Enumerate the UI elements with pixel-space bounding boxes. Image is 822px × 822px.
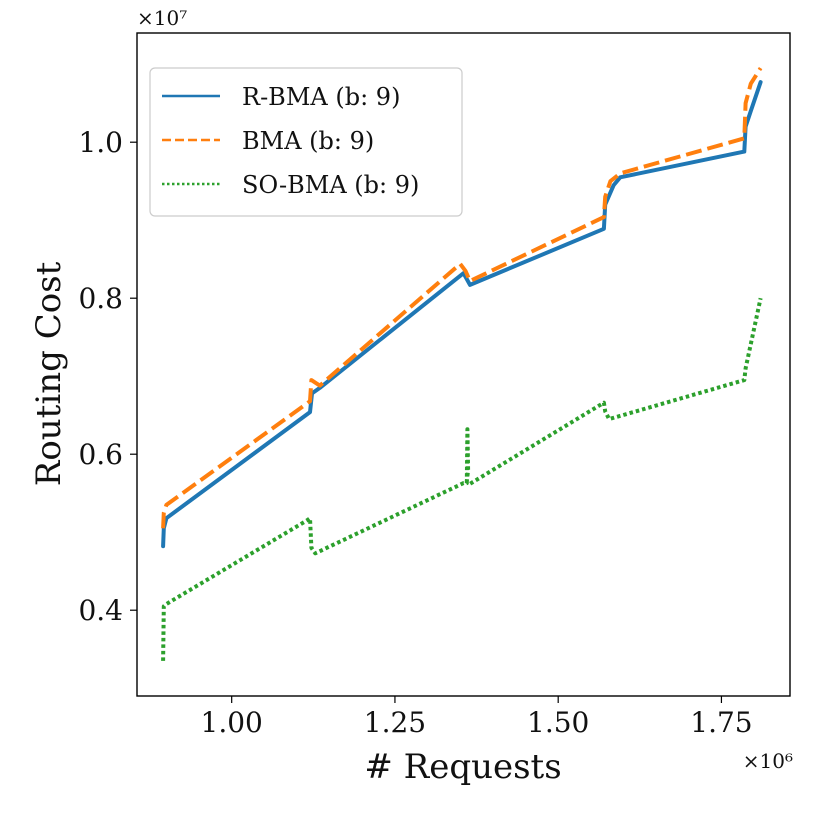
legend-label: R-BMA (b: 9)	[242, 83, 400, 111]
legend-items: R-BMA (b: 9) BMA (b: 9) SO-BMA (b: 9)	[162, 83, 419, 199]
legend-label: BMA (b: 9)	[242, 127, 374, 155]
x-axis-label: # Requests	[364, 747, 561, 787]
legend: R-BMA (b: 9) BMA (b: 9) SO-BMA (b: 9)	[149, 67, 463, 217]
y-tick-label: 0.6	[78, 438, 123, 471]
y-axis-offset-label: ×10⁷	[137, 6, 187, 30]
y-tick-label: 1.0	[78, 126, 123, 159]
x-tick-label: 1.00	[201, 706, 263, 739]
x-tick-label: 1.50	[527, 706, 589, 739]
series-line-2	[161, 67, 763, 529]
y-tick-label: 0.4	[78, 594, 123, 627]
x-axis-ticks: 1.00 1.25 1.50 1.75	[201, 696, 753, 739]
x-tick-label: 1.75	[690, 706, 752, 739]
legend-box	[149, 67, 463, 217]
series-layer	[161, 67, 763, 661]
x-tick-label: 1.25	[364, 706, 426, 739]
legend-label: SO-BMA (b: 9)	[242, 171, 419, 199]
y-axis-label: Routing Cost	[29, 261, 69, 486]
y-tick-label: 0.8	[78, 282, 123, 315]
series-line-1	[161, 80, 763, 549]
y-axis-ticks: 0.4 0.6 0.8 1.0	[78, 126, 137, 627]
x-axis-offset-label: ×10⁶	[743, 749, 793, 773]
series-line-3	[161, 297, 763, 661]
plot-frame	[136, 32, 791, 697]
